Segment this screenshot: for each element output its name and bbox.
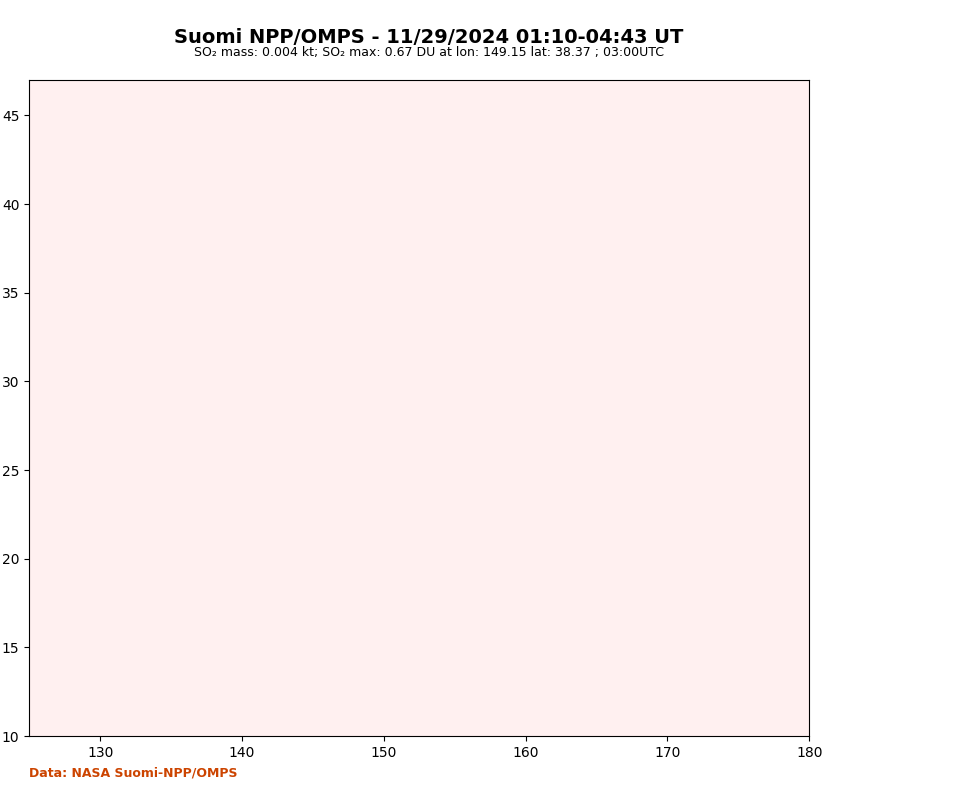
Text: Data: NASA Suomi-NPP/OMPS: Data: NASA Suomi-NPP/OMPS bbox=[29, 767, 238, 780]
Text: Suomi NPP/OMPS - 11/29/2024 01:10-04:43 UT: Suomi NPP/OMPS - 11/29/2024 01:10-04:43 … bbox=[175, 28, 683, 47]
Text: SO₂ mass: 0.004 kt; SO₂ max: 0.67 DU at lon: 149.15 lat: 38.37 ; 03:00UTC: SO₂ mass: 0.004 kt; SO₂ max: 0.67 DU at … bbox=[194, 46, 664, 59]
